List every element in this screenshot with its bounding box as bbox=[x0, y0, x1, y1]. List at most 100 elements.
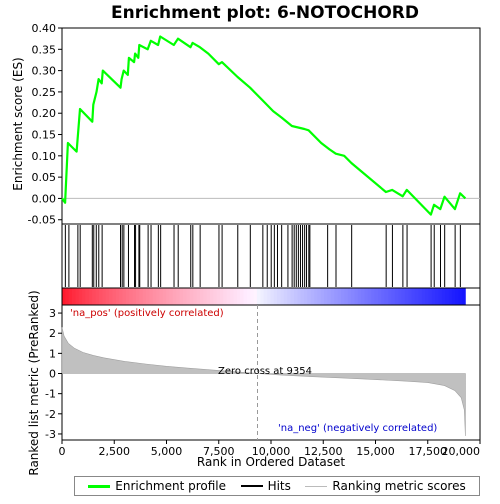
heat-segment bbox=[206, 288, 211, 305]
x-tick-label: 0 bbox=[59, 445, 66, 458]
heat-segment bbox=[112, 288, 117, 305]
metric-y-tick-label: 2 bbox=[49, 327, 56, 340]
heat-segment bbox=[448, 288, 453, 305]
heat-segment bbox=[119, 288, 123, 305]
heat-segment bbox=[72, 288, 76, 305]
heat-segment bbox=[65, 288, 70, 305]
heat-segment bbox=[340, 288, 345, 305]
heat-segment bbox=[394, 288, 399, 305]
heat-segment bbox=[75, 288, 80, 305]
heat-segment bbox=[435, 288, 439, 305]
heat-segment bbox=[293, 288, 298, 305]
heat-segment bbox=[253, 288, 258, 305]
es-y-tick-label: 0.30 bbox=[32, 65, 57, 78]
heat-segment bbox=[337, 288, 342, 305]
legend-swatch-profile bbox=[88, 484, 111, 488]
metric-y-tick-label: -3 bbox=[45, 428, 56, 441]
heat-segment bbox=[62, 288, 66, 305]
heat-segment bbox=[183, 288, 187, 305]
rank-heatmap-bar bbox=[61, 287, 481, 306]
chart-title: Enrichment plot: 6-NOTOCHORD bbox=[111, 3, 419, 23]
heat-segment bbox=[256, 288, 261, 305]
es-y-tick-label: 0.35 bbox=[32, 43, 57, 56]
heat-segment bbox=[166, 288, 170, 305]
heat-segment bbox=[277, 288, 281, 305]
heat-segment bbox=[283, 288, 288, 305]
heat-segment bbox=[455, 288, 460, 305]
heat-segment bbox=[290, 288, 295, 305]
heat-segment bbox=[320, 288, 325, 305]
hits-panel bbox=[61, 223, 481, 289]
heat-segment bbox=[361, 288, 365, 305]
heat-segment bbox=[85, 288, 90, 305]
heat-segment bbox=[122, 288, 127, 305]
es-y-tick-label: 0.40 bbox=[32, 22, 57, 35]
heat-segment bbox=[431, 288, 436, 305]
heat-segment bbox=[300, 288, 305, 305]
es-y-tick-label: 0.10 bbox=[32, 150, 57, 163]
es-y-tick-label: 0.00 bbox=[32, 192, 57, 205]
heat-segment bbox=[411, 288, 416, 305]
heat-segment bbox=[425, 288, 429, 305]
heat-segment bbox=[451, 288, 456, 305]
heat-segment bbox=[243, 288, 248, 305]
heat-segment bbox=[438, 288, 443, 305]
heat-segment bbox=[267, 288, 271, 305]
heat-segment bbox=[129, 288, 133, 305]
metric-y-tick-label: -2 bbox=[45, 408, 56, 421]
heat-segment bbox=[115, 288, 120, 305]
heat-segment bbox=[414, 288, 419, 305]
heat-segment bbox=[199, 288, 204, 305]
heat-segment bbox=[240, 288, 244, 305]
heat-segment bbox=[82, 288, 86, 305]
heat-segment bbox=[367, 288, 372, 305]
heat-segment bbox=[428, 288, 433, 305]
heat-segment bbox=[334, 288, 339, 305]
x-axis-label: Rank in Ordered Dataset bbox=[197, 455, 345, 469]
heat-segment bbox=[354, 288, 359, 305]
heat-segment bbox=[246, 288, 251, 305]
heat-segment bbox=[327, 288, 332, 305]
x-tick-label: 20,000 bbox=[442, 445, 481, 458]
heat-segment bbox=[445, 288, 449, 305]
heat-segment bbox=[330, 288, 335, 305]
heat-segment bbox=[223, 288, 228, 305]
heat-segment bbox=[310, 288, 315, 305]
heat-segment bbox=[344, 288, 349, 305]
heat-segment bbox=[377, 288, 382, 305]
heat-segment bbox=[263, 288, 268, 305]
metric-panel: -3 -2 -1 0 1 2 3 bbox=[45, 304, 481, 441]
ranking-metric-area bbox=[61, 327, 466, 437]
legend-label-profile: Enrichment profile bbox=[115, 479, 227, 493]
heat-segment bbox=[92, 288, 97, 305]
es-y-axis-label: Enrichment score (ES) bbox=[11, 57, 25, 190]
heat-segment bbox=[250, 288, 255, 305]
heat-segment bbox=[398, 288, 402, 305]
heat-segment bbox=[404, 288, 409, 305]
metric-y-tick-label: 3 bbox=[49, 307, 56, 320]
heat-segment bbox=[347, 288, 352, 305]
heat-segment bbox=[149, 288, 154, 305]
heat-segment bbox=[156, 288, 160, 305]
heat-segment bbox=[102, 288, 107, 305]
heat-segment bbox=[314, 288, 318, 305]
legend: Enrichment profile Hits Ranking metric s… bbox=[74, 476, 480, 496]
heat-segment bbox=[216, 288, 221, 305]
heat-segment bbox=[189, 288, 194, 305]
heat-segment bbox=[125, 288, 130, 305]
negative-correlation-label: 'na_neg' (negatively correlated) bbox=[278, 423, 437, 434]
heat-segment bbox=[88, 288, 93, 305]
heat-segment bbox=[95, 288, 100, 305]
legend-swatch-metric bbox=[305, 485, 328, 487]
enrichment-profile-line bbox=[61, 35, 467, 216]
heat-segment bbox=[307, 288, 312, 305]
heat-segment bbox=[408, 288, 412, 305]
heat-segment bbox=[172, 288, 177, 305]
heat-segment bbox=[98, 288, 103, 305]
heat-segment bbox=[381, 288, 386, 305]
x-tick-label: 7,500 bbox=[203, 445, 235, 458]
legend-label-metric: Ranking metric scores bbox=[332, 479, 466, 493]
heat-segment bbox=[317, 288, 322, 305]
